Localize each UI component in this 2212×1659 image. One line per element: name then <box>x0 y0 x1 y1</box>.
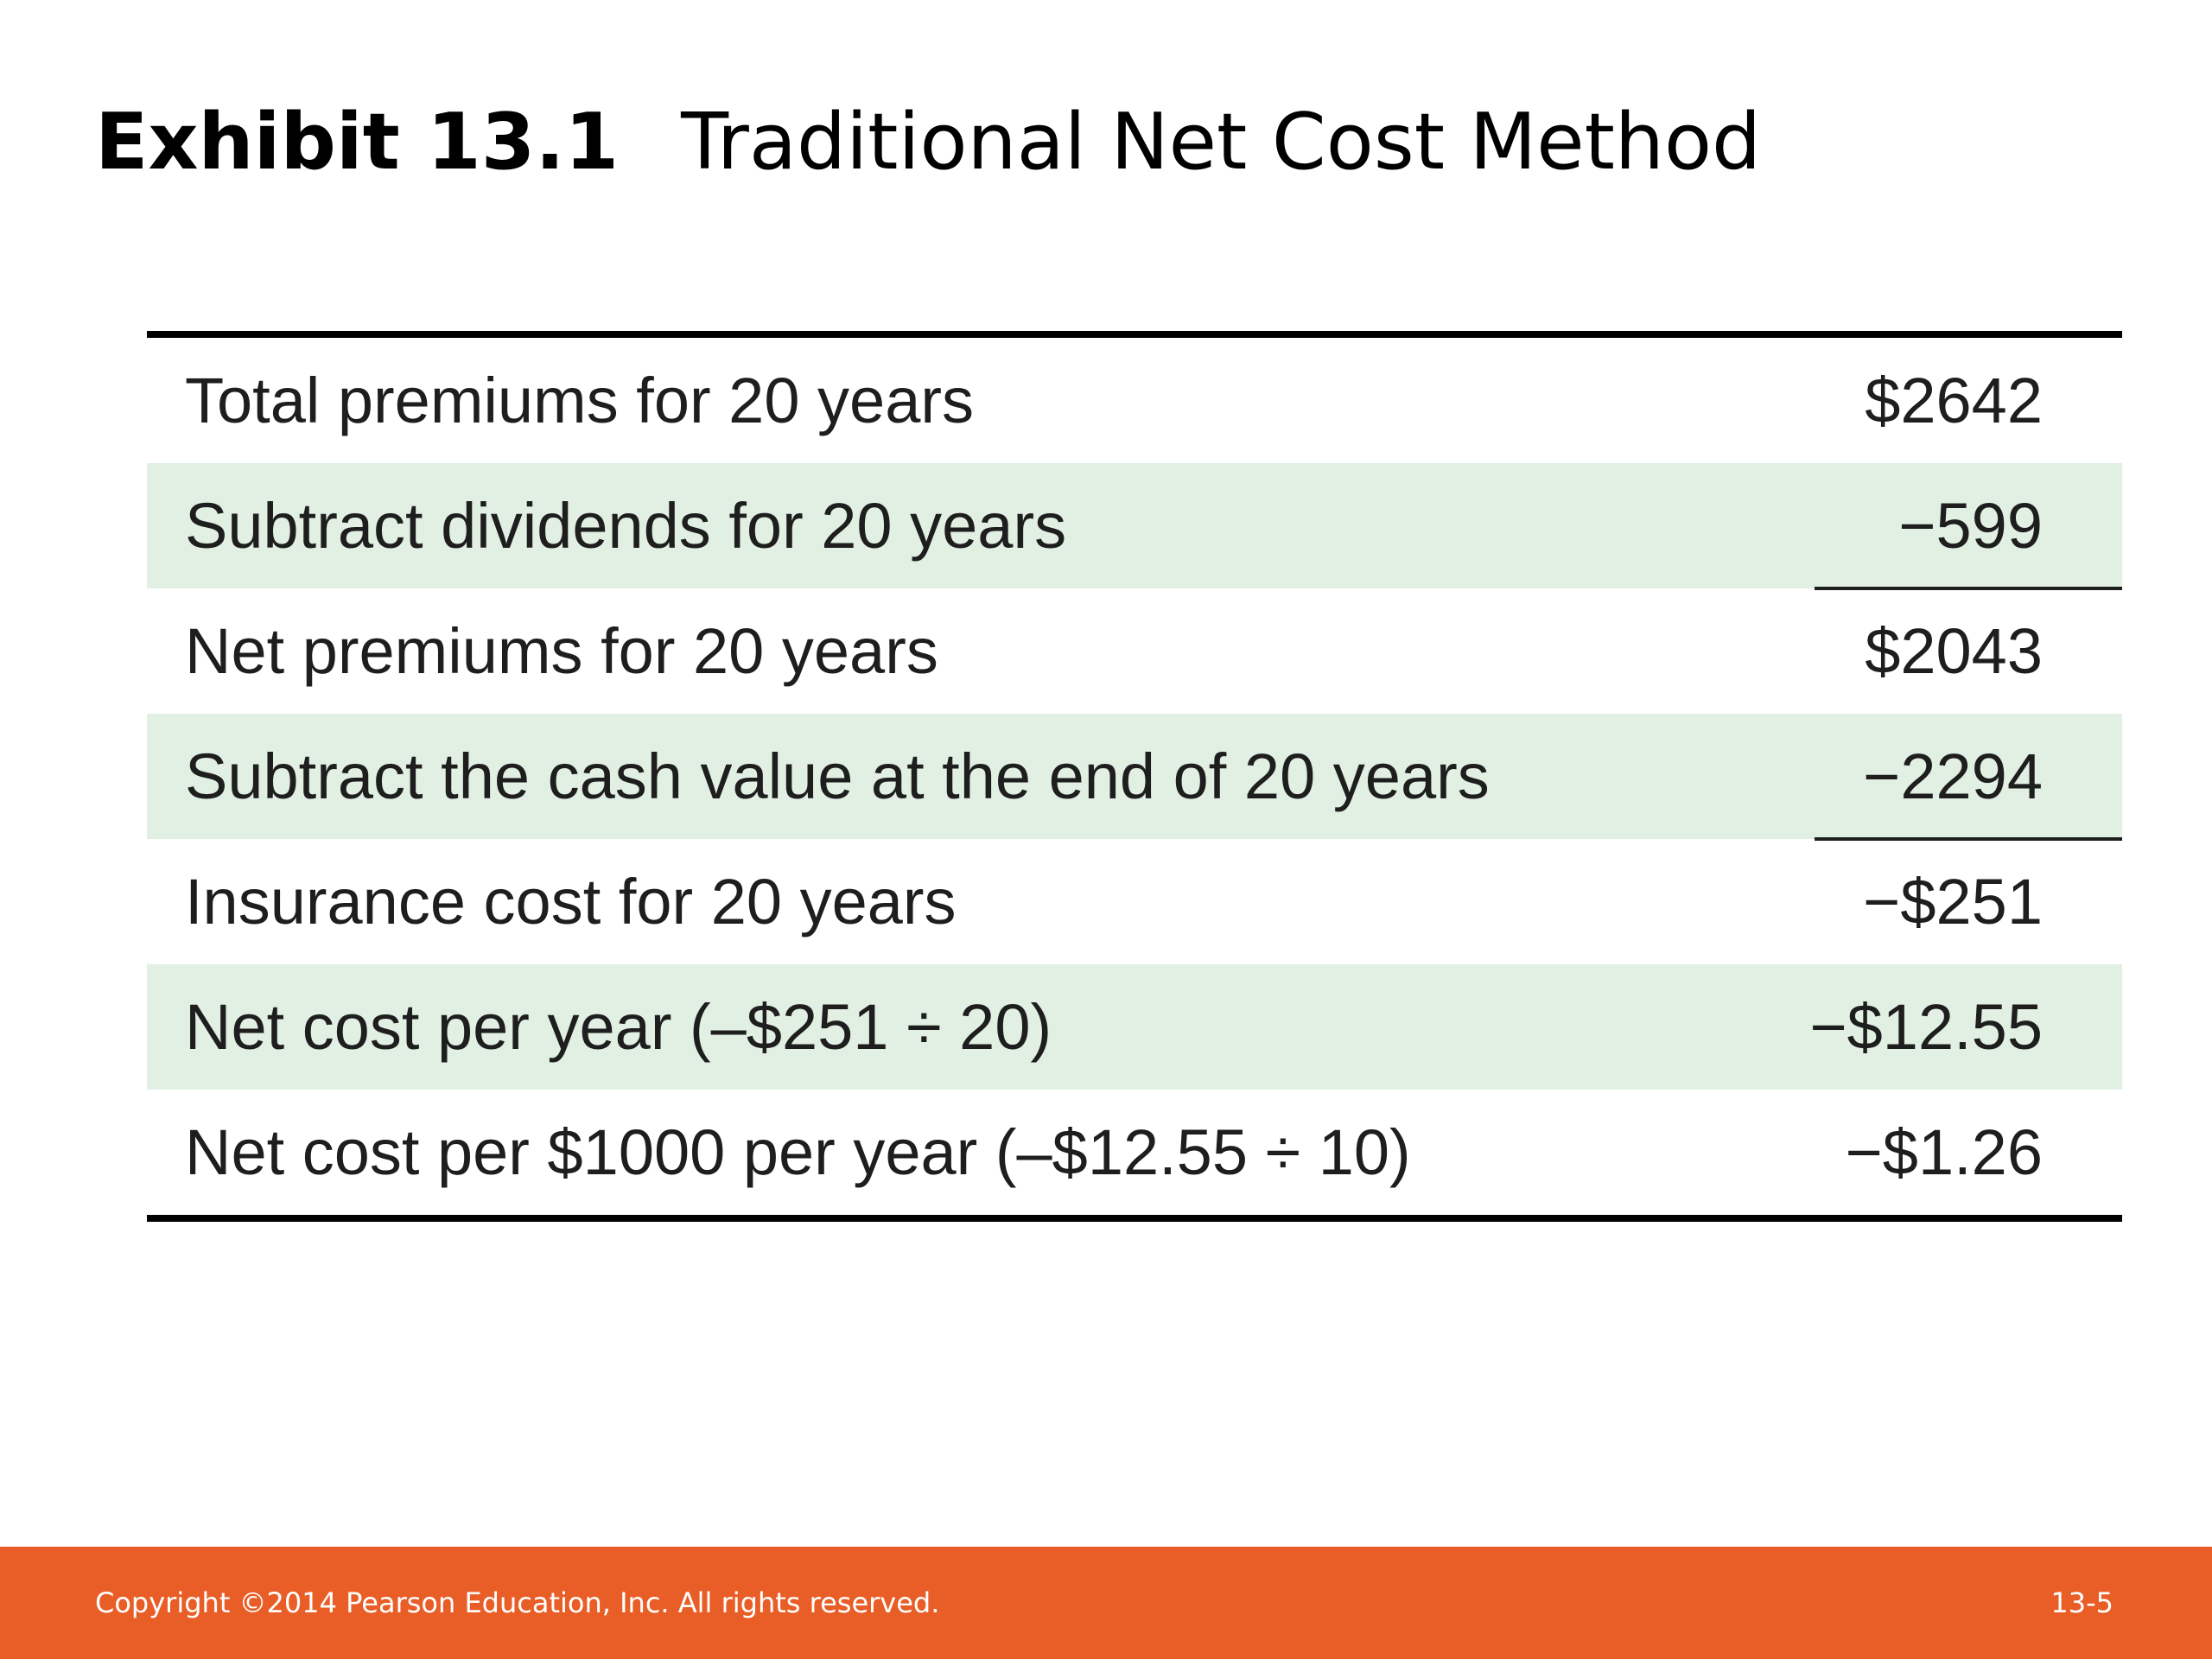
row-value: $2642 <box>1865 365 2043 436</box>
row-value: −599 <box>1898 490 2043 562</box>
row-label: Net cost per $1000 per year (–$12.55 ÷ 1… <box>185 1116 1411 1188</box>
footer-bar: Copyright ©2014 Pearson Education, Inc. … <box>0 1547 2212 1659</box>
row-label: Insurance cost for 20 years <box>185 866 957 938</box>
table-row: Subtract the cash value at the end of 20… <box>147 714 2122 841</box>
row-value: −2294 <box>1863 741 2043 812</box>
copyright-notice: Copyright ©2014 Pearson Education, Inc. … <box>95 1586 940 1619</box>
table-row: Net cost per year (–$251 ÷ 20) −$12.55 <box>147 964 2122 1090</box>
table-row: Total premiums for 20 years $2642 <box>147 338 2122 463</box>
row-label: Net premiums for 20 years <box>185 615 938 687</box>
slide-number: 13-5 <box>2050 1586 2113 1619</box>
row-label: Total premiums for 20 years <box>185 365 975 436</box>
row-value: $2043 <box>1865 615 2043 687</box>
table-row: Subtract dividends for 20 years −599 <box>147 463 2122 590</box>
table-row: Insurance cost for 20 years −$251 <box>147 839 2122 964</box>
row-label: Subtract the cash value at the end of 20… <box>185 741 1490 812</box>
row-value: −$251 <box>1863 866 2043 938</box>
row-label: Net cost per year (–$251 ÷ 20) <box>185 991 1052 1063</box>
table-row: Net cost per $1000 per year (–$12.55 ÷ 1… <box>147 1090 2122 1215</box>
row-value: −$1.26 <box>1845 1116 2043 1188</box>
table-row: Net premiums for 20 years $2043 <box>147 588 2122 714</box>
net-cost-table: Total premiums for 20 years $2642 Subtra… <box>147 331 2122 1222</box>
row-label: Subtract dividends for 20 years <box>185 490 1067 562</box>
row-value: −$12.55 <box>1809 991 2043 1063</box>
slide-title: Exhibit 13.1 Traditional Net Cost Method <box>95 91 1761 194</box>
exhibit-title: Traditional Net Cost Method <box>681 97 1762 188</box>
exhibit-number: Exhibit 13.1 <box>95 97 620 188</box>
